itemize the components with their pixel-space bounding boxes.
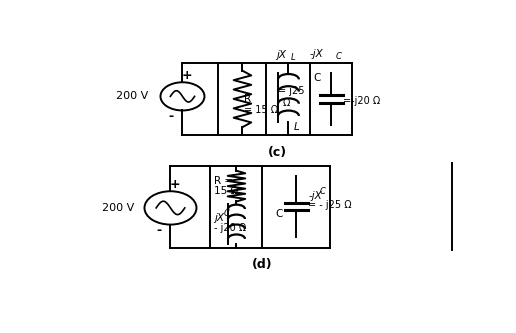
Text: =-j20 Ω: =-j20 Ω — [343, 97, 380, 107]
Text: jX: jX — [277, 51, 286, 61]
Text: +: + — [181, 69, 192, 82]
Text: 15 Ω: 15 Ω — [215, 186, 239, 196]
Text: = 15 Ω: = 15 Ω — [244, 106, 278, 116]
Text: C: C — [275, 209, 282, 219]
Text: = - j25 Ω: = - j25 Ω — [309, 200, 352, 210]
Text: -jX: -jX — [310, 49, 324, 59]
Text: = j25: = j25 — [279, 86, 305, 96]
Text: R =: R = — [215, 176, 234, 186]
Text: L: L — [293, 122, 299, 132]
Text: - j20 Ω: - j20 Ω — [215, 223, 247, 233]
Text: C: C — [335, 52, 341, 61]
Text: -jX: -jX — [309, 191, 322, 201]
Text: 200 V: 200 V — [116, 91, 149, 101]
Text: R: R — [245, 94, 252, 104]
Text: +: + — [169, 178, 180, 191]
Text: -: - — [156, 224, 161, 237]
Text: C: C — [314, 73, 321, 84]
Text: jX: jX — [215, 212, 224, 222]
Text: (d): (d) — [252, 258, 273, 271]
Text: (c): (c) — [268, 147, 287, 160]
Text: Ω: Ω — [282, 98, 290, 108]
Text: -: - — [168, 110, 173, 123]
Text: 200 V: 200 V — [102, 203, 135, 213]
Text: C: C — [319, 187, 326, 196]
Text: C: C — [223, 208, 229, 217]
Text: L: L — [291, 53, 295, 62]
